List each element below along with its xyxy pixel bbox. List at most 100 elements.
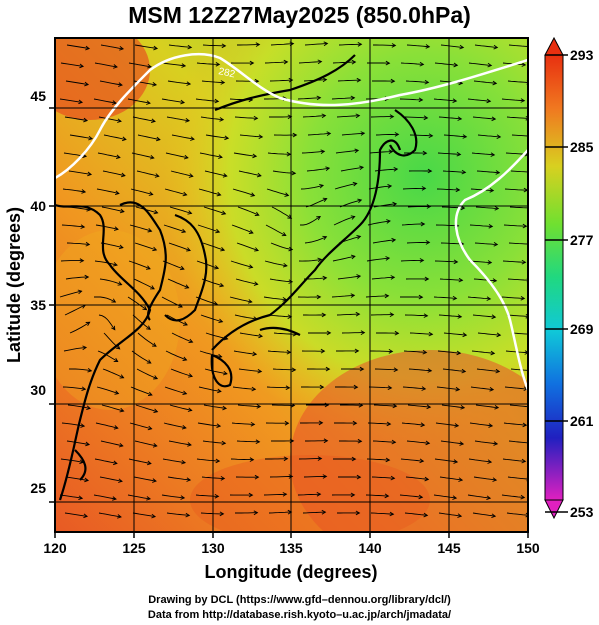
streamline-arrowhead	[112, 460, 118, 466]
streamline-arrowhead	[392, 201, 398, 207]
streamline-arrowhead	[117, 118, 122, 123]
credit-data: Data from http://database.rish.kyoto–u.a…	[147, 609, 452, 621]
streamline-arrowhead	[357, 198, 363, 204]
colorbar-bottom-arrow	[544, 499, 564, 520]
streamline	[441, 404, 465, 409]
streamline-arrowhead	[454, 423, 460, 428]
streamline	[434, 458, 458, 463]
streamline-arrowhead	[218, 318, 224, 324]
streamline-arrowhead	[360, 330, 366, 335]
streamline-arrowhead	[423, 313, 429, 318]
streamline-arrowhead	[418, 494, 424, 500]
streamline	[97, 350, 118, 362]
streamline-arrowhead	[282, 262, 288, 268]
streamline-arrowhead	[250, 422, 256, 427]
streamline-arrowhead	[317, 257, 323, 263]
streamline	[132, 512, 156, 518]
streamline-arrowhead	[79, 63, 85, 69]
streamline	[162, 458, 186, 464]
streamline-arrowhead	[317, 59, 323, 65]
streamline	[474, 440, 498, 445]
streamline	[200, 116, 224, 121]
streamline	[507, 278, 528, 281]
streamline	[337, 275, 361, 280]
streamline-arrowhead	[146, 460, 152, 466]
streamline	[468, 458, 492, 463]
streamline	[196, 62, 220, 65]
streamline-arrowhead	[180, 495, 186, 500]
streamline-arrowhead	[85, 441, 91, 447]
streamline	[307, 132, 331, 136]
streamline-arrowhead	[249, 60, 255, 66]
streamline	[409, 134, 433, 137]
streamline-arrowhead	[147, 227, 153, 233]
streamline	[62, 386, 86, 390]
streamline	[96, 386, 119, 395]
streamline	[332, 255, 355, 262]
streamline	[401, 422, 425, 426]
streamline-arrowhead	[146, 100, 151, 105]
streamline-arrowhead	[493, 441, 499, 446]
streamline-arrowhead	[78, 495, 84, 501]
x-tick-label: 145	[437, 540, 461, 556]
streamline	[99, 278, 122, 286]
streamline-arrowhead	[84, 477, 90, 483]
streamline-arrowhead	[391, 439, 397, 445]
streamline-arrowhead	[488, 224, 494, 229]
x-tick-label: 150	[516, 540, 540, 556]
streamline	[236, 242, 259, 251]
streamline-arrowhead	[255, 439, 261, 445]
streamline	[164, 188, 187, 196]
streamline-arrowhead	[88, 135, 94, 141]
streamline	[233, 152, 257, 157]
streamline-arrowhead	[425, 440, 431, 446]
streamline-arrowhead	[355, 311, 361, 317]
streamline-arrowhead	[452, 495, 458, 500]
streamline-arrowhead	[257, 368, 263, 374]
streamline-arrowhead	[80, 224, 86, 229]
streamline-arrowhead	[181, 424, 187, 430]
streamline-arrowhead	[281, 231, 287, 237]
streamline-arrowhead	[182, 191, 188, 197]
streamline	[372, 239, 396, 244]
streamline	[304, 236, 327, 244]
streamline-arrowhead	[217, 388, 222, 394]
streamline	[471, 350, 495, 354]
streamline	[503, 422, 527, 426]
streamline	[434, 260, 458, 263]
streamline-arrowhead	[422, 349, 428, 355]
streamline	[170, 170, 193, 177]
streamline-arrowhead	[77, 289, 83, 295]
streamline-arrowhead	[215, 458, 221, 464]
streamline-arrowhead	[357, 438, 363, 444]
streamline	[171, 332, 193, 343]
streamline	[435, 422, 459, 427]
streamline-arrowhead	[248, 264, 254, 269]
streamline-arrowhead	[423, 115, 429, 121]
map-title: MSM 12Z27May2025 (850.0hPa)	[128, 2, 471, 28]
streamline-arrowhead	[321, 312, 327, 318]
streamline-arrowhead	[120, 172, 126, 178]
streamline	[506, 116, 528, 119]
x-axis-label: Longitude (degrees)	[204, 562, 377, 582]
streamline	[367, 422, 391, 425]
streamline	[477, 134, 501, 138]
streamline	[95, 224, 119, 230]
streamline	[399, 494, 423, 498]
streamline	[375, 133, 399, 136]
streamline	[443, 134, 467, 138]
streamline-arrowhead	[288, 77, 294, 83]
streamline	[263, 493, 287, 496]
streamline-arrowhead	[182, 390, 188, 396]
streamline	[202, 242, 225, 251]
streamline-arrowhead	[147, 425, 153, 431]
streamline-arrowhead	[253, 510, 259, 516]
x-tick-label: 140	[358, 540, 382, 556]
streamline	[404, 116, 428, 119]
streamline	[165, 152, 188, 159]
streamline-arrowhead	[319, 183, 325, 189]
streamline	[202, 440, 226, 444]
streamline-arrowhead	[185, 118, 191, 123]
streamline-arrowhead	[459, 44, 465, 50]
streamline-arrowhead	[316, 95, 322, 101]
